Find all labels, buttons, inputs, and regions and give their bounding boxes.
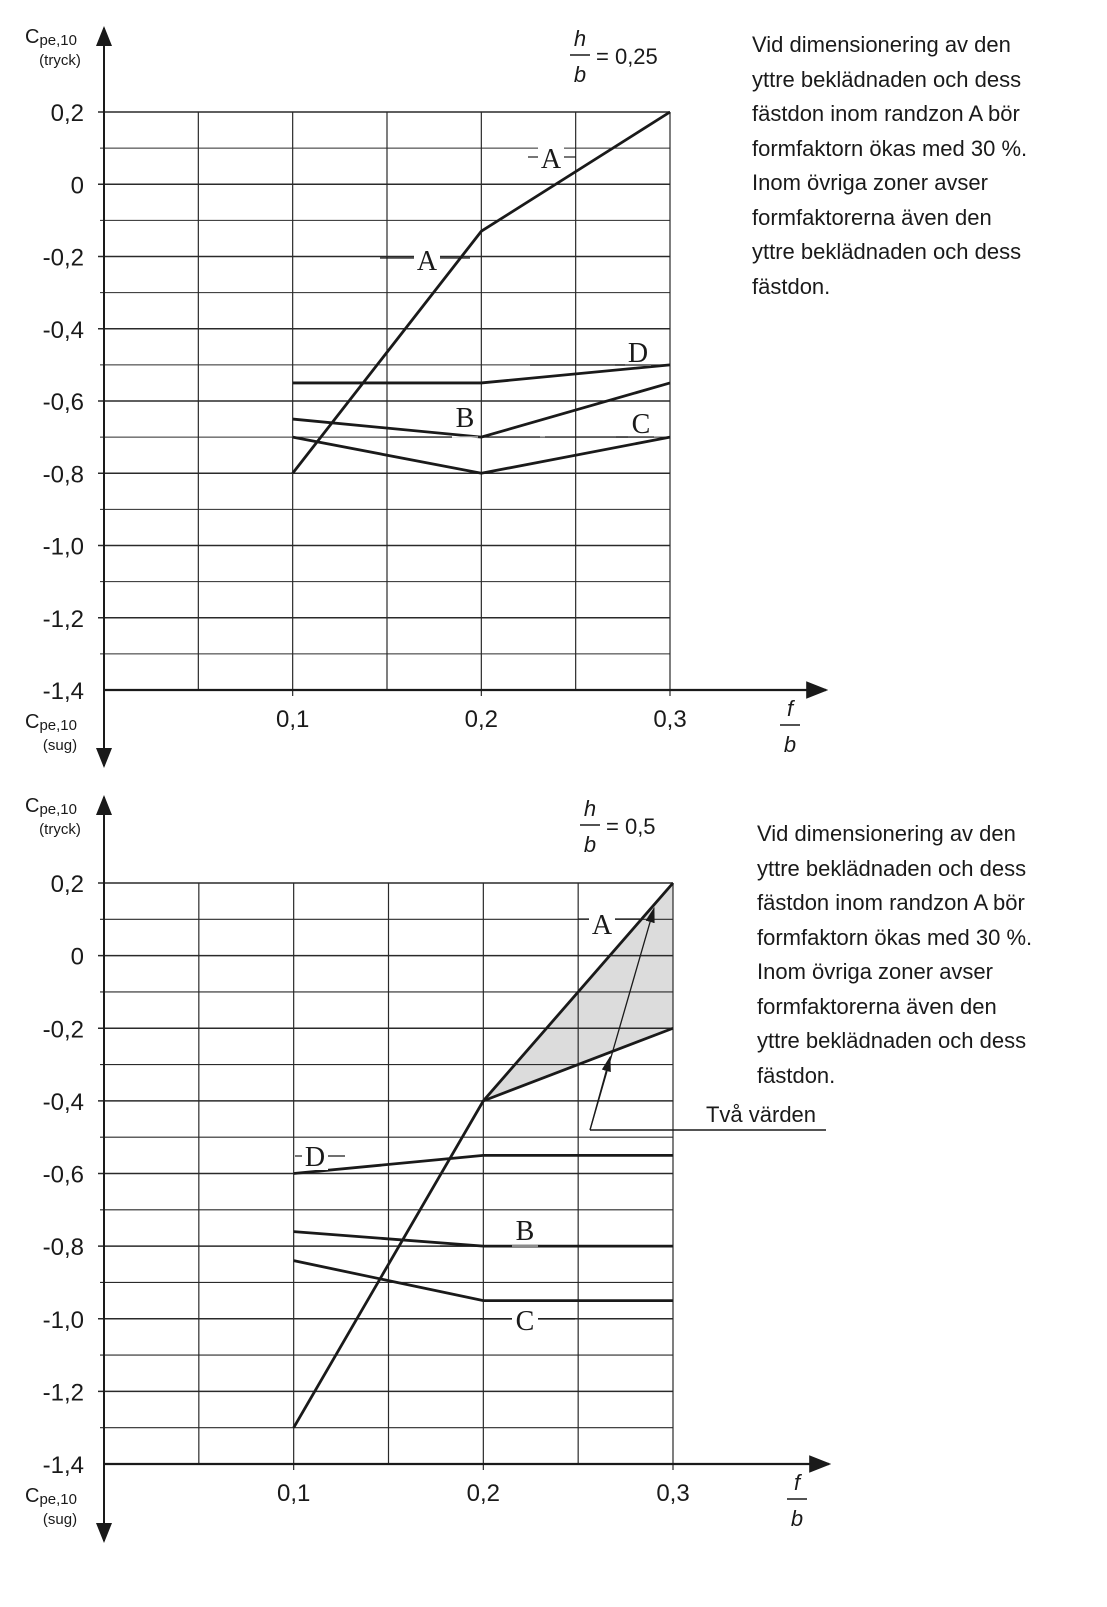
note-line: fästdon inom randzon A bör [752, 101, 1020, 126]
x-tick-label: 0,3 [653, 706, 686, 733]
x-axis-label-den: b [791, 1506, 803, 1531]
ratio-value: = 0,5 [606, 814, 656, 839]
y-tick-label: -0,6 [43, 389, 84, 416]
y-tick-label: -0,2 [43, 245, 84, 272]
x-axis-label-num: f [787, 696, 796, 721]
series-line-A [482, 1026, 674, 1103]
series-label-C: C [516, 1306, 535, 1337]
note-line: formfaktorn ökas med 30 %. [757, 924, 1033, 950]
series-label-bg [538, 144, 564, 172]
y-tick-label: 0,2 [51, 100, 84, 127]
series-line-C [292, 435, 671, 475]
grid [98, 111, 671, 696]
y-tick-label: -1,0 [43, 1307, 84, 1334]
series-label-A: A [417, 246, 438, 277]
y-axis-label-bottom-paren: (sug) [43, 1511, 77, 1528]
grid [98, 882, 674, 1470]
x-tick-label: 0,1 [276, 706, 309, 733]
series-label-C: C [632, 409, 651, 440]
y-axis-label-top-paren: (tryck) [39, 52, 81, 69]
chart-bottom: 0,2 0 -0,2 -0,4 -0,6 -0,8 -1,0 -1,2 -1,4 0,1 0,2 0,… [25, 795, 832, 1543]
note-line: Inom övriga zoner avser [757, 959, 993, 984]
x-tick-label: 0,3 [656, 1480, 689, 1507]
series-label-bg [414, 246, 440, 274]
y-tick-label: -1,0 [43, 534, 84, 561]
annotation-text: Två värden [706, 1102, 816, 1127]
series-line-A [291, 110, 671, 475]
y-tick-label: -0,8 [43, 461, 84, 488]
y-tick-label: -1,2 [43, 606, 84, 633]
note-line: Vid dimensionering av den [757, 821, 1016, 846]
y-tick-label: -0,2 [43, 1016, 84, 1043]
y-tick-label: -1,4 [43, 1452, 84, 1479]
series-label-bg [302, 1142, 328, 1170]
note-line: fästdon. [752, 273, 831, 299]
x-tick-label: 0,1 [277, 1480, 310, 1507]
y-axis-label-top-paren: (tryck) [39, 821, 81, 838]
y-tick-label: 0,2 [51, 871, 84, 898]
y-axis-label-bottom-paren: (sug) [43, 737, 77, 754]
y-axis-label-top: Cpe,10 [25, 26, 77, 49]
series-label-bg [512, 1216, 538, 1244]
note-line: Inom övriga zoner avser [752, 170, 988, 195]
x-axis-label-den: b [784, 732, 796, 757]
ratio-den: b [574, 62, 586, 87]
y-tick-label: 0 [71, 172, 84, 199]
series-label-D: D [628, 338, 648, 369]
series-line-C [293, 1259, 673, 1302]
note-line: yttre beklädnaden och dess [752, 66, 1022, 92]
annotation-two-values: Två värden [589, 906, 826, 1131]
y-tick-label: -0,8 [43, 1234, 84, 1261]
series-line-D [292, 363, 671, 385]
series-label-bg [589, 910, 615, 938]
y-tick-label: -1,2 [43, 1379, 84, 1406]
note-line: yttre beklädnaden och dess [757, 1028, 1027, 1053]
annotation-arrow-lower [589, 1055, 611, 1131]
note-line: formfaktorn ökas med 30 %. [752, 135, 1028, 161]
note-top: Vid dimensionering av den yttre beklädnad… [752, 28, 1027, 304]
series-label-D: D [305, 1142, 325, 1173]
note-line: Vid dimensionering av den [752, 32, 1011, 57]
series-label-B: B [456, 403, 475, 434]
series-label-bg [625, 338, 651, 366]
series-label-B: B [516, 1216, 535, 1247]
y-tick-label: -0,4 [43, 1089, 84, 1116]
x-axis-label-num: f [794, 1470, 803, 1495]
y-tick-label: 0 [71, 944, 84, 971]
y-axis-label-bottom: Cpe,10 [25, 1485, 77, 1508]
series-label-bg [452, 403, 478, 431]
series-label-bg [628, 409, 654, 437]
note-line: formfaktorerna även den [757, 993, 997, 1019]
ratio-den: b [584, 832, 596, 857]
chart-top: 0,2 0 -0,2 -0,4 -0,6 -0,8 -1,0 -1,2 -1,4 0,1 0,2 0,… [25, 26, 829, 768]
series-label-A: A [592, 910, 613, 941]
series-label-A: A [541, 144, 562, 175]
y-tick-label: -1,4 [43, 678, 84, 705]
note-line: yttre beklädnaden och dess [752, 239, 1022, 264]
note-line: fästdon. [757, 1062, 836, 1088]
note-bottom: Vid dimensionering av den yttre beklädnad… [757, 817, 1032, 1093]
y-tick-label: -0,6 [43, 1162, 84, 1189]
series-line-D [293, 1153, 673, 1175]
ratio-value: = 0,25 [596, 44, 658, 69]
y-tick-label: -0,4 [43, 317, 84, 344]
series-label-bg [512, 1306, 538, 1334]
x-tick-label: 0,2 [467, 1480, 500, 1507]
note-line: fästdon inom randzon A bör [757, 890, 1025, 915]
ratio-num: h [584, 796, 596, 821]
x-tick-label: 0,2 [465, 706, 498, 733]
y-axis-label-top: Cpe,10 [25, 795, 77, 818]
ratio-num: h [574, 26, 586, 51]
y-axis-label-bottom: Cpe,10 [25, 711, 77, 734]
note-line: formfaktorerna även den [752, 204, 992, 230]
note-line: yttre beklädnaden och dess [757, 855, 1027, 881]
